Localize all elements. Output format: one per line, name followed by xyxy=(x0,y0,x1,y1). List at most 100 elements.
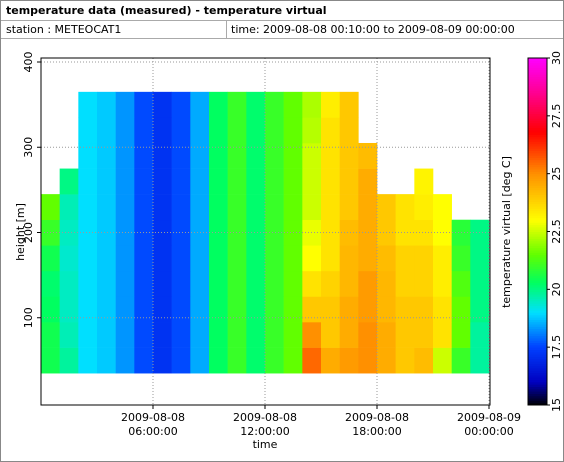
colorbar-swatch xyxy=(528,83,547,87)
cell xyxy=(377,194,396,221)
y-tick-label: 300 xyxy=(22,137,35,158)
cell xyxy=(246,117,266,144)
cell xyxy=(339,322,359,348)
cell xyxy=(209,270,228,297)
colorbar-swatch xyxy=(528,319,547,323)
colorbar-swatch xyxy=(528,398,547,401)
cell xyxy=(470,245,490,272)
colorbar-tick-label: 22.5 xyxy=(550,219,563,244)
cell xyxy=(153,142,172,169)
cell xyxy=(339,168,359,195)
colorbar-swatch xyxy=(528,145,547,149)
cell xyxy=(190,219,210,246)
colorbar-swatch xyxy=(528,303,547,307)
colorbar-swatch xyxy=(528,108,547,112)
colorbar-swatch xyxy=(528,155,547,158)
cell xyxy=(302,142,322,169)
cell xyxy=(115,91,135,118)
cell xyxy=(339,91,359,118)
colorbar-swatch xyxy=(528,365,547,369)
cell xyxy=(414,296,434,323)
cell xyxy=(283,91,303,118)
cell xyxy=(153,296,172,323)
cell xyxy=(134,194,154,221)
colorbar-swatch xyxy=(528,90,547,94)
colorbar-swatch xyxy=(528,328,547,332)
cell xyxy=(433,296,452,323)
colorbar-swatch xyxy=(528,259,547,263)
colorbar-swatch xyxy=(528,129,547,133)
cell xyxy=(358,168,378,195)
colorbar-swatch xyxy=(528,157,547,161)
colorbar-swatch xyxy=(528,354,547,357)
cell xyxy=(115,322,135,348)
colorbar-swatch xyxy=(528,212,547,216)
colorbar-swatch xyxy=(528,261,547,265)
colorbar-swatch xyxy=(528,347,547,350)
colorbar-swatch xyxy=(528,206,547,209)
colorbar-swatch xyxy=(528,58,547,61)
colorbar-swatch xyxy=(528,370,547,374)
colorbar-swatch xyxy=(528,342,547,346)
colorbar-swatch xyxy=(528,240,547,244)
colorbar-swatch xyxy=(528,236,547,239)
colorbar-swatch xyxy=(528,324,547,327)
cell xyxy=(377,270,396,297)
cell xyxy=(339,117,359,144)
colorbar-swatch xyxy=(528,64,547,68)
cell xyxy=(302,245,322,272)
cell xyxy=(227,168,247,195)
colorbar-swatch xyxy=(528,277,547,281)
colorbar-swatch xyxy=(528,95,547,98)
cell xyxy=(414,347,434,374)
colorbar-swatch xyxy=(528,203,547,207)
cell xyxy=(115,270,135,297)
cell xyxy=(227,142,247,169)
colorbar-swatch xyxy=(528,185,547,189)
colorbar-swatch xyxy=(528,284,547,288)
cell xyxy=(209,322,228,348)
cell xyxy=(171,322,191,348)
cell xyxy=(227,219,247,246)
colorbar-swatch xyxy=(528,233,547,237)
cell xyxy=(78,347,98,374)
cell xyxy=(321,91,340,118)
cell xyxy=(171,245,191,272)
cell xyxy=(414,270,434,297)
cell xyxy=(283,142,303,169)
cell xyxy=(265,296,284,323)
cell xyxy=(227,296,247,323)
cell xyxy=(321,168,340,195)
cell xyxy=(153,117,172,144)
cell xyxy=(302,168,322,195)
colorbar-tick-label: 20 xyxy=(550,282,563,296)
colorbar-swatch xyxy=(528,367,547,371)
colorbar-swatch xyxy=(528,196,547,200)
cell xyxy=(395,270,415,297)
colorbar-swatch xyxy=(528,226,547,230)
cell xyxy=(265,194,284,221)
colorbar-swatch xyxy=(528,356,547,360)
colorbar-swatch xyxy=(528,243,547,246)
cell xyxy=(41,270,60,297)
cell xyxy=(358,142,378,169)
cell xyxy=(283,117,303,144)
colorbar-swatch xyxy=(528,60,547,64)
cell xyxy=(451,270,471,297)
cell xyxy=(190,296,210,323)
cell xyxy=(283,296,303,323)
cell xyxy=(209,91,228,118)
cell xyxy=(171,270,191,297)
cell xyxy=(377,347,396,374)
colorbar-swatch xyxy=(528,363,547,367)
cell xyxy=(78,117,98,144)
cell xyxy=(302,296,322,323)
cell xyxy=(302,194,322,221)
colorbar-swatch xyxy=(528,287,547,290)
cell xyxy=(153,91,172,118)
cell xyxy=(283,347,303,374)
colorbar-swatch xyxy=(528,74,547,78)
colorbar-swatch xyxy=(528,132,547,135)
colorbar-swatch xyxy=(528,81,547,84)
colorbar-swatch xyxy=(528,222,547,226)
